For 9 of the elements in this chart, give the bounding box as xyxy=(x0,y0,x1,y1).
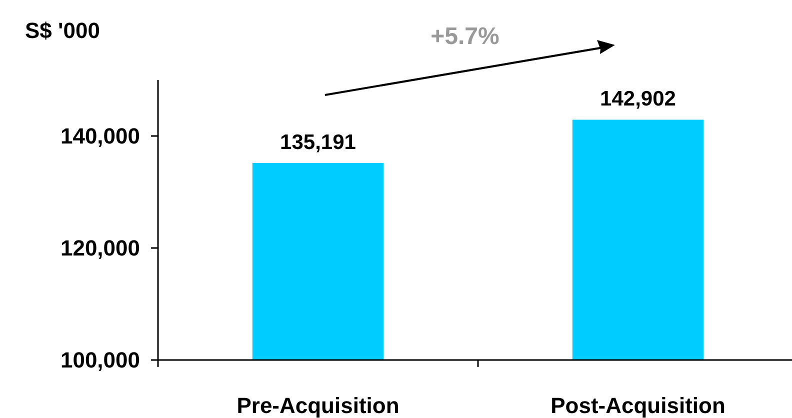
x-tick-label: Pre-Acquisition xyxy=(236,393,400,418)
y-axis-title: S$ '000 xyxy=(25,18,100,43)
data-label: 142,902 xyxy=(600,88,676,111)
y-tick-label: 100,000 xyxy=(60,348,140,373)
y-tick-label: 120,000 xyxy=(60,236,140,261)
x-tick-label: Post-Acquisition xyxy=(550,393,726,418)
y-tick-label: 140,000 xyxy=(60,124,140,149)
text: +5.7% xyxy=(430,23,500,50)
data-label: 135,191 xyxy=(280,130,356,154)
